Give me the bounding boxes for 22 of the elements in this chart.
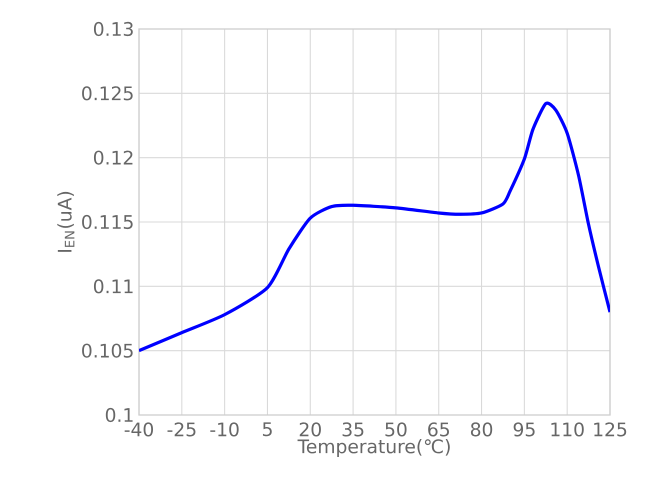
x-tick-label: 125 bbox=[594, 422, 626, 437]
x-tick-label: -25 bbox=[167, 422, 196, 437]
x-tick-label: 110 bbox=[551, 422, 584, 437]
x-tick-label: 80 bbox=[470, 422, 492, 437]
x-tick-label: 20 bbox=[300, 422, 321, 437]
y-tick-label: 0.12 bbox=[94, 150, 132, 165]
y-tick-label: 0.125 bbox=[82, 86, 133, 100]
x-tick-label: -10 bbox=[210, 422, 239, 437]
y-axis-title: I$_{EN}$(uA) bbox=[57, 192, 74, 252]
y-tick-label: 0.13 bbox=[94, 22, 133, 36]
x-tick-label: 35 bbox=[342, 422, 364, 437]
y-tick-label: 0.115 bbox=[82, 214, 133, 230]
x-tick-label: 5 bbox=[262, 422, 272, 436]
x-tick-label: -40 bbox=[124, 422, 154, 437]
x-tick-label: 65 bbox=[428, 422, 449, 437]
y-tick-label: 0.11 bbox=[94, 279, 133, 294]
y-tick-label: 0.1 bbox=[106, 408, 133, 422]
x-tick-label: 95 bbox=[514, 422, 535, 437]
x-axis-title: Temperature(℃) bbox=[298, 438, 450, 458]
y-tick-label: 0.105 bbox=[82, 344, 133, 358]
line-series bbox=[139, 102, 610, 352]
x-tick-label: 50 bbox=[385, 422, 407, 437]
